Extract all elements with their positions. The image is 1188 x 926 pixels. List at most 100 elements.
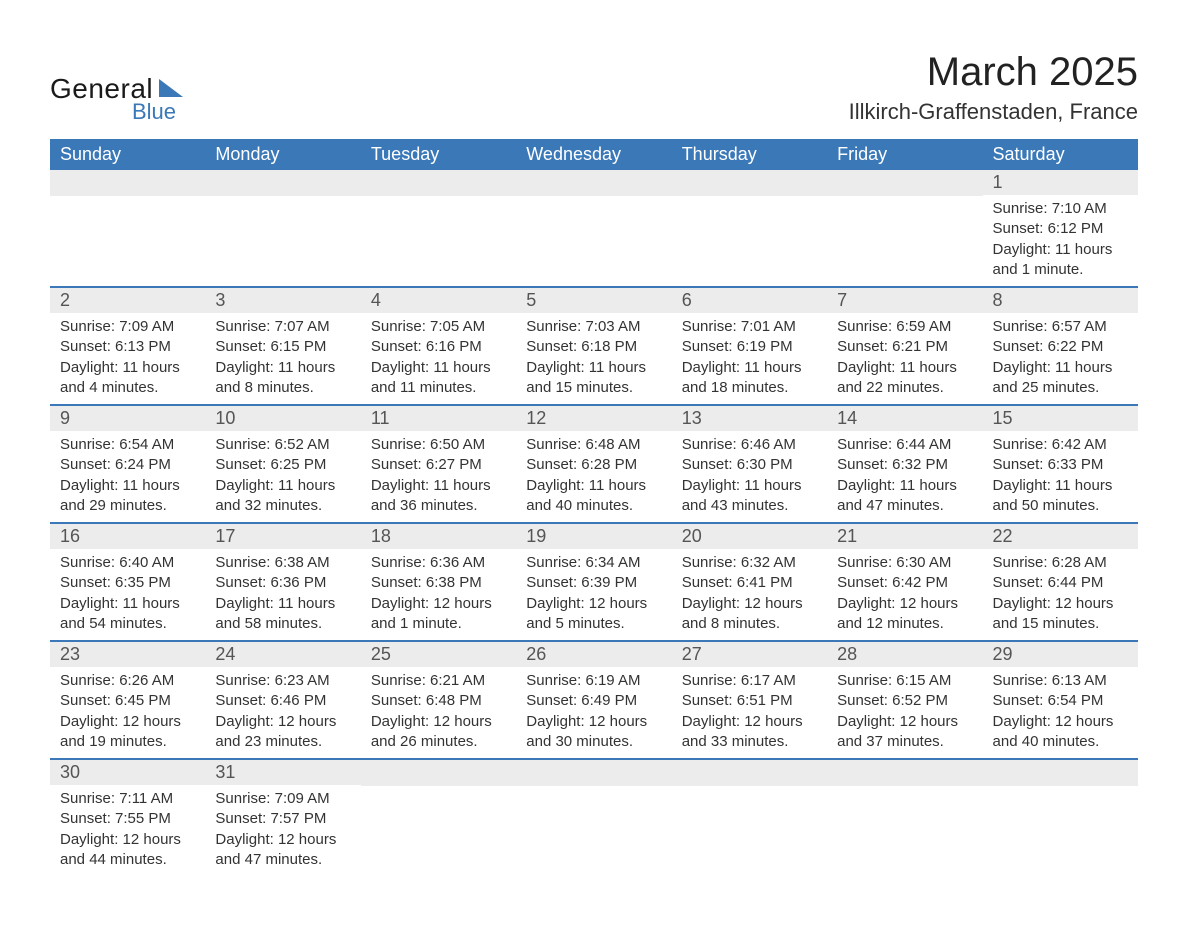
sunset-line: Sunset: 6:48 PM [371, 691, 506, 711]
day-details: Sunrise: 6:26 AMSunset: 6:45 PMDaylight:… [50, 667, 205, 758]
calendar-table: SundayMondayTuesdayWednesdayThursdayFrid… [50, 139, 1138, 876]
daylight-line: Daylight: 12 hours and 37 minutes. [837, 712, 972, 753]
calendar-cell [205, 170, 360, 287]
day-number: 12 [516, 406, 671, 431]
day-number [50, 170, 205, 196]
sunset-line: Sunset: 6:42 PM [837, 573, 972, 593]
calendar-cell: 7Sunrise: 6:59 AMSunset: 6:21 PMDaylight… [827, 287, 982, 405]
day-details: Sunrise: 6:44 AMSunset: 6:32 PMDaylight:… [827, 431, 982, 522]
day-number: 27 [672, 642, 827, 667]
sunrise-line: Sunrise: 6:42 AM [993, 435, 1128, 455]
daylight-line: Daylight: 12 hours and 5 minutes. [526, 594, 661, 635]
page-header: General Blue March 2025 Illkirch-Graffen… [50, 50, 1138, 125]
daylight-line: Daylight: 12 hours and 23 minutes. [215, 712, 350, 753]
sunrise-line: Sunrise: 6:23 AM [215, 671, 350, 691]
sunset-line: Sunset: 6:49 PM [526, 691, 661, 711]
sunset-line: Sunset: 6:25 PM [215, 455, 350, 475]
sunset-line: Sunset: 6:28 PM [526, 455, 661, 475]
calendar-cell [827, 170, 982, 287]
calendar-cell [50, 170, 205, 287]
day-number [361, 760, 516, 786]
sunrise-line: Sunrise: 7:11 AM [60, 789, 195, 809]
daylight-line: Daylight: 11 hours and 22 minutes. [837, 358, 972, 399]
day-number: 6 [672, 288, 827, 313]
day-details [983, 786, 1138, 866]
day-details [361, 786, 516, 866]
daylight-line: Daylight: 12 hours and 26 minutes. [371, 712, 506, 753]
day-number: 10 [205, 406, 360, 431]
day-details: Sunrise: 7:03 AMSunset: 6:18 PMDaylight:… [516, 313, 671, 404]
day-details: Sunrise: 6:21 AMSunset: 6:48 PMDaylight:… [361, 667, 516, 758]
calendar-cell: 20Sunrise: 6:32 AMSunset: 6:41 PMDayligh… [672, 523, 827, 641]
day-number [672, 760, 827, 786]
calendar-cell: 14Sunrise: 6:44 AMSunset: 6:32 PMDayligh… [827, 405, 982, 523]
calendar-week: 1Sunrise: 7:10 AMSunset: 6:12 PMDaylight… [50, 170, 1138, 287]
day-details: Sunrise: 6:36 AMSunset: 6:38 PMDaylight:… [361, 549, 516, 640]
logo: General Blue [50, 73, 183, 125]
logo-triangle-icon [159, 79, 183, 97]
calendar-cell: 29Sunrise: 6:13 AMSunset: 6:54 PMDayligh… [983, 641, 1138, 759]
day-details: Sunrise: 6:38 AMSunset: 6:36 PMDaylight:… [205, 549, 360, 640]
sunrise-line: Sunrise: 7:03 AM [526, 317, 661, 337]
day-number: 29 [983, 642, 1138, 667]
day-details [516, 786, 671, 866]
sunrise-line: Sunrise: 6:48 AM [526, 435, 661, 455]
sunset-line: Sunset: 6:19 PM [682, 337, 817, 357]
day-number: 19 [516, 524, 671, 549]
daylight-line: Daylight: 12 hours and 33 minutes. [682, 712, 817, 753]
day-number [516, 760, 671, 786]
day-details: Sunrise: 7:05 AMSunset: 6:16 PMDaylight:… [361, 313, 516, 404]
sunset-line: Sunset: 6:22 PM [993, 337, 1128, 357]
sunrise-line: Sunrise: 6:46 AM [682, 435, 817, 455]
sunset-line: Sunset: 6:38 PM [371, 573, 506, 593]
sunset-line: Sunset: 6:44 PM [993, 573, 1128, 593]
sunset-line: Sunset: 6:12 PM [993, 219, 1128, 239]
calendar-cell: 21Sunrise: 6:30 AMSunset: 6:42 PMDayligh… [827, 523, 982, 641]
calendar-cell: 31Sunrise: 7:09 AMSunset: 7:57 PMDayligh… [205, 759, 360, 876]
day-details [672, 786, 827, 866]
calendar-cell [516, 759, 671, 876]
calendar-cell: 10Sunrise: 6:52 AMSunset: 6:25 PMDayligh… [205, 405, 360, 523]
calendar-cell: 26Sunrise: 6:19 AMSunset: 6:49 PMDayligh… [516, 641, 671, 759]
day-details: Sunrise: 6:28 AMSunset: 6:44 PMDaylight:… [983, 549, 1138, 640]
sunset-line: Sunset: 6:15 PM [215, 337, 350, 357]
day-number: 28 [827, 642, 982, 667]
day-number: 5 [516, 288, 671, 313]
day-details: Sunrise: 7:07 AMSunset: 6:15 PMDaylight:… [205, 313, 360, 404]
calendar-cell [361, 170, 516, 287]
daylight-line: Daylight: 11 hours and 32 minutes. [215, 476, 350, 517]
sunset-line: Sunset: 6:32 PM [837, 455, 972, 475]
day-number: 8 [983, 288, 1138, 313]
daylight-line: Daylight: 11 hours and 54 minutes. [60, 594, 195, 635]
calendar-head: SundayMondayTuesdayWednesdayThursdayFrid… [50, 139, 1138, 170]
sunset-line: Sunset: 6:21 PM [837, 337, 972, 357]
sunrise-line: Sunrise: 6:54 AM [60, 435, 195, 455]
calendar-cell: 5Sunrise: 7:03 AMSunset: 6:18 PMDaylight… [516, 287, 671, 405]
daylight-line: Daylight: 11 hours and 25 minutes. [993, 358, 1128, 399]
calendar-cell: 24Sunrise: 6:23 AMSunset: 6:46 PMDayligh… [205, 641, 360, 759]
dayname-sunday: Sunday [50, 139, 205, 170]
calendar-cell: 27Sunrise: 6:17 AMSunset: 6:51 PMDayligh… [672, 641, 827, 759]
day-details: Sunrise: 6:13 AMSunset: 6:54 PMDaylight:… [983, 667, 1138, 758]
sunset-line: Sunset: 6:52 PM [837, 691, 972, 711]
calendar-cell [672, 170, 827, 287]
calendar-cell: 4Sunrise: 7:05 AMSunset: 6:16 PMDaylight… [361, 287, 516, 405]
day-number: 14 [827, 406, 982, 431]
logo-text-blue: Blue [132, 99, 176, 125]
sunset-line: Sunset: 6:41 PM [682, 573, 817, 593]
location-subtitle: Illkirch-Graffenstaden, France [849, 99, 1138, 125]
calendar-cell: 16Sunrise: 6:40 AMSunset: 6:35 PMDayligh… [50, 523, 205, 641]
sunrise-line: Sunrise: 6:50 AM [371, 435, 506, 455]
calendar-cell: 1Sunrise: 7:10 AMSunset: 6:12 PMDaylight… [983, 170, 1138, 287]
sunset-line: Sunset: 7:57 PM [215, 809, 350, 829]
day-details: Sunrise: 6:48 AMSunset: 6:28 PMDaylight:… [516, 431, 671, 522]
calendar-cell: 8Sunrise: 6:57 AMSunset: 6:22 PMDaylight… [983, 287, 1138, 405]
day-number: 4 [361, 288, 516, 313]
day-details: Sunrise: 7:01 AMSunset: 6:19 PMDaylight:… [672, 313, 827, 404]
dayname-wednesday: Wednesday [516, 139, 671, 170]
sunrise-line: Sunrise: 6:44 AM [837, 435, 972, 455]
calendar-week: 2Sunrise: 7:09 AMSunset: 6:13 PMDaylight… [50, 287, 1138, 405]
day-number: 31 [205, 760, 360, 785]
sunrise-line: Sunrise: 6:40 AM [60, 553, 195, 573]
calendar-cell [983, 759, 1138, 876]
